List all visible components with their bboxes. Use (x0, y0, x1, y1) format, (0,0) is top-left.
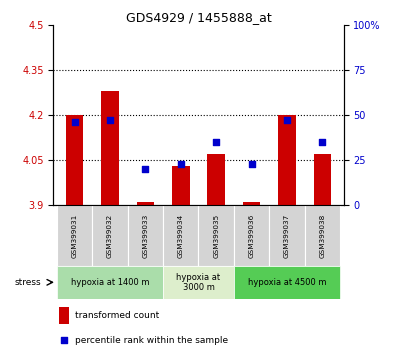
Point (142, 166, 149, 172)
Text: percentile rank within the sample: percentile rank within the sample (75, 336, 228, 345)
Text: GSM399031: GSM399031 (71, 213, 77, 258)
Bar (314, 154, 331, 205)
Text: GSM399032: GSM399032 (107, 213, 113, 258)
Point (319, 139, 325, 145)
Text: GSM399034: GSM399034 (178, 213, 184, 258)
Bar (101, 91, 119, 205)
Bar (207, 154, 225, 205)
Bar (234, 205, 269, 266)
Bar (137, 202, 154, 205)
Point (107, 118, 113, 123)
Bar (269, 205, 305, 266)
Bar (57, 266, 163, 299)
Text: hypoxia at
3000 m: hypoxia at 3000 m (177, 273, 220, 292)
Point (213, 139, 219, 145)
Text: stress: stress (14, 278, 41, 287)
Point (71, 119, 78, 125)
Bar (199, 205, 234, 266)
Text: GSM399033: GSM399033 (142, 213, 149, 258)
Title: GDS4929 / 1455888_at: GDS4929 / 1455888_at (126, 11, 271, 24)
Bar (163, 266, 234, 299)
Point (61, 337, 67, 343)
Point (178, 161, 184, 167)
Bar (92, 205, 128, 266)
Text: transformed count: transformed count (75, 311, 159, 320)
Bar (234, 266, 340, 299)
Text: GSM399038: GSM399038 (320, 213, 325, 258)
Point (248, 161, 255, 167)
Bar (66, 115, 83, 205)
Bar (172, 166, 190, 205)
Bar (305, 205, 340, 266)
Bar (128, 205, 163, 266)
Text: GSM399036: GSM399036 (248, 213, 255, 258)
Text: hypoxia at 4500 m: hypoxia at 4500 m (248, 278, 326, 287)
Text: GSM399035: GSM399035 (213, 213, 219, 258)
Bar (278, 115, 296, 205)
Bar (57, 205, 92, 266)
Bar (59, 307, 69, 324)
Bar (163, 205, 199, 266)
Bar (243, 202, 260, 205)
Point (284, 118, 290, 123)
Text: hypoxia at 1400 m: hypoxia at 1400 m (71, 278, 149, 287)
Text: GSM399037: GSM399037 (284, 213, 290, 258)
